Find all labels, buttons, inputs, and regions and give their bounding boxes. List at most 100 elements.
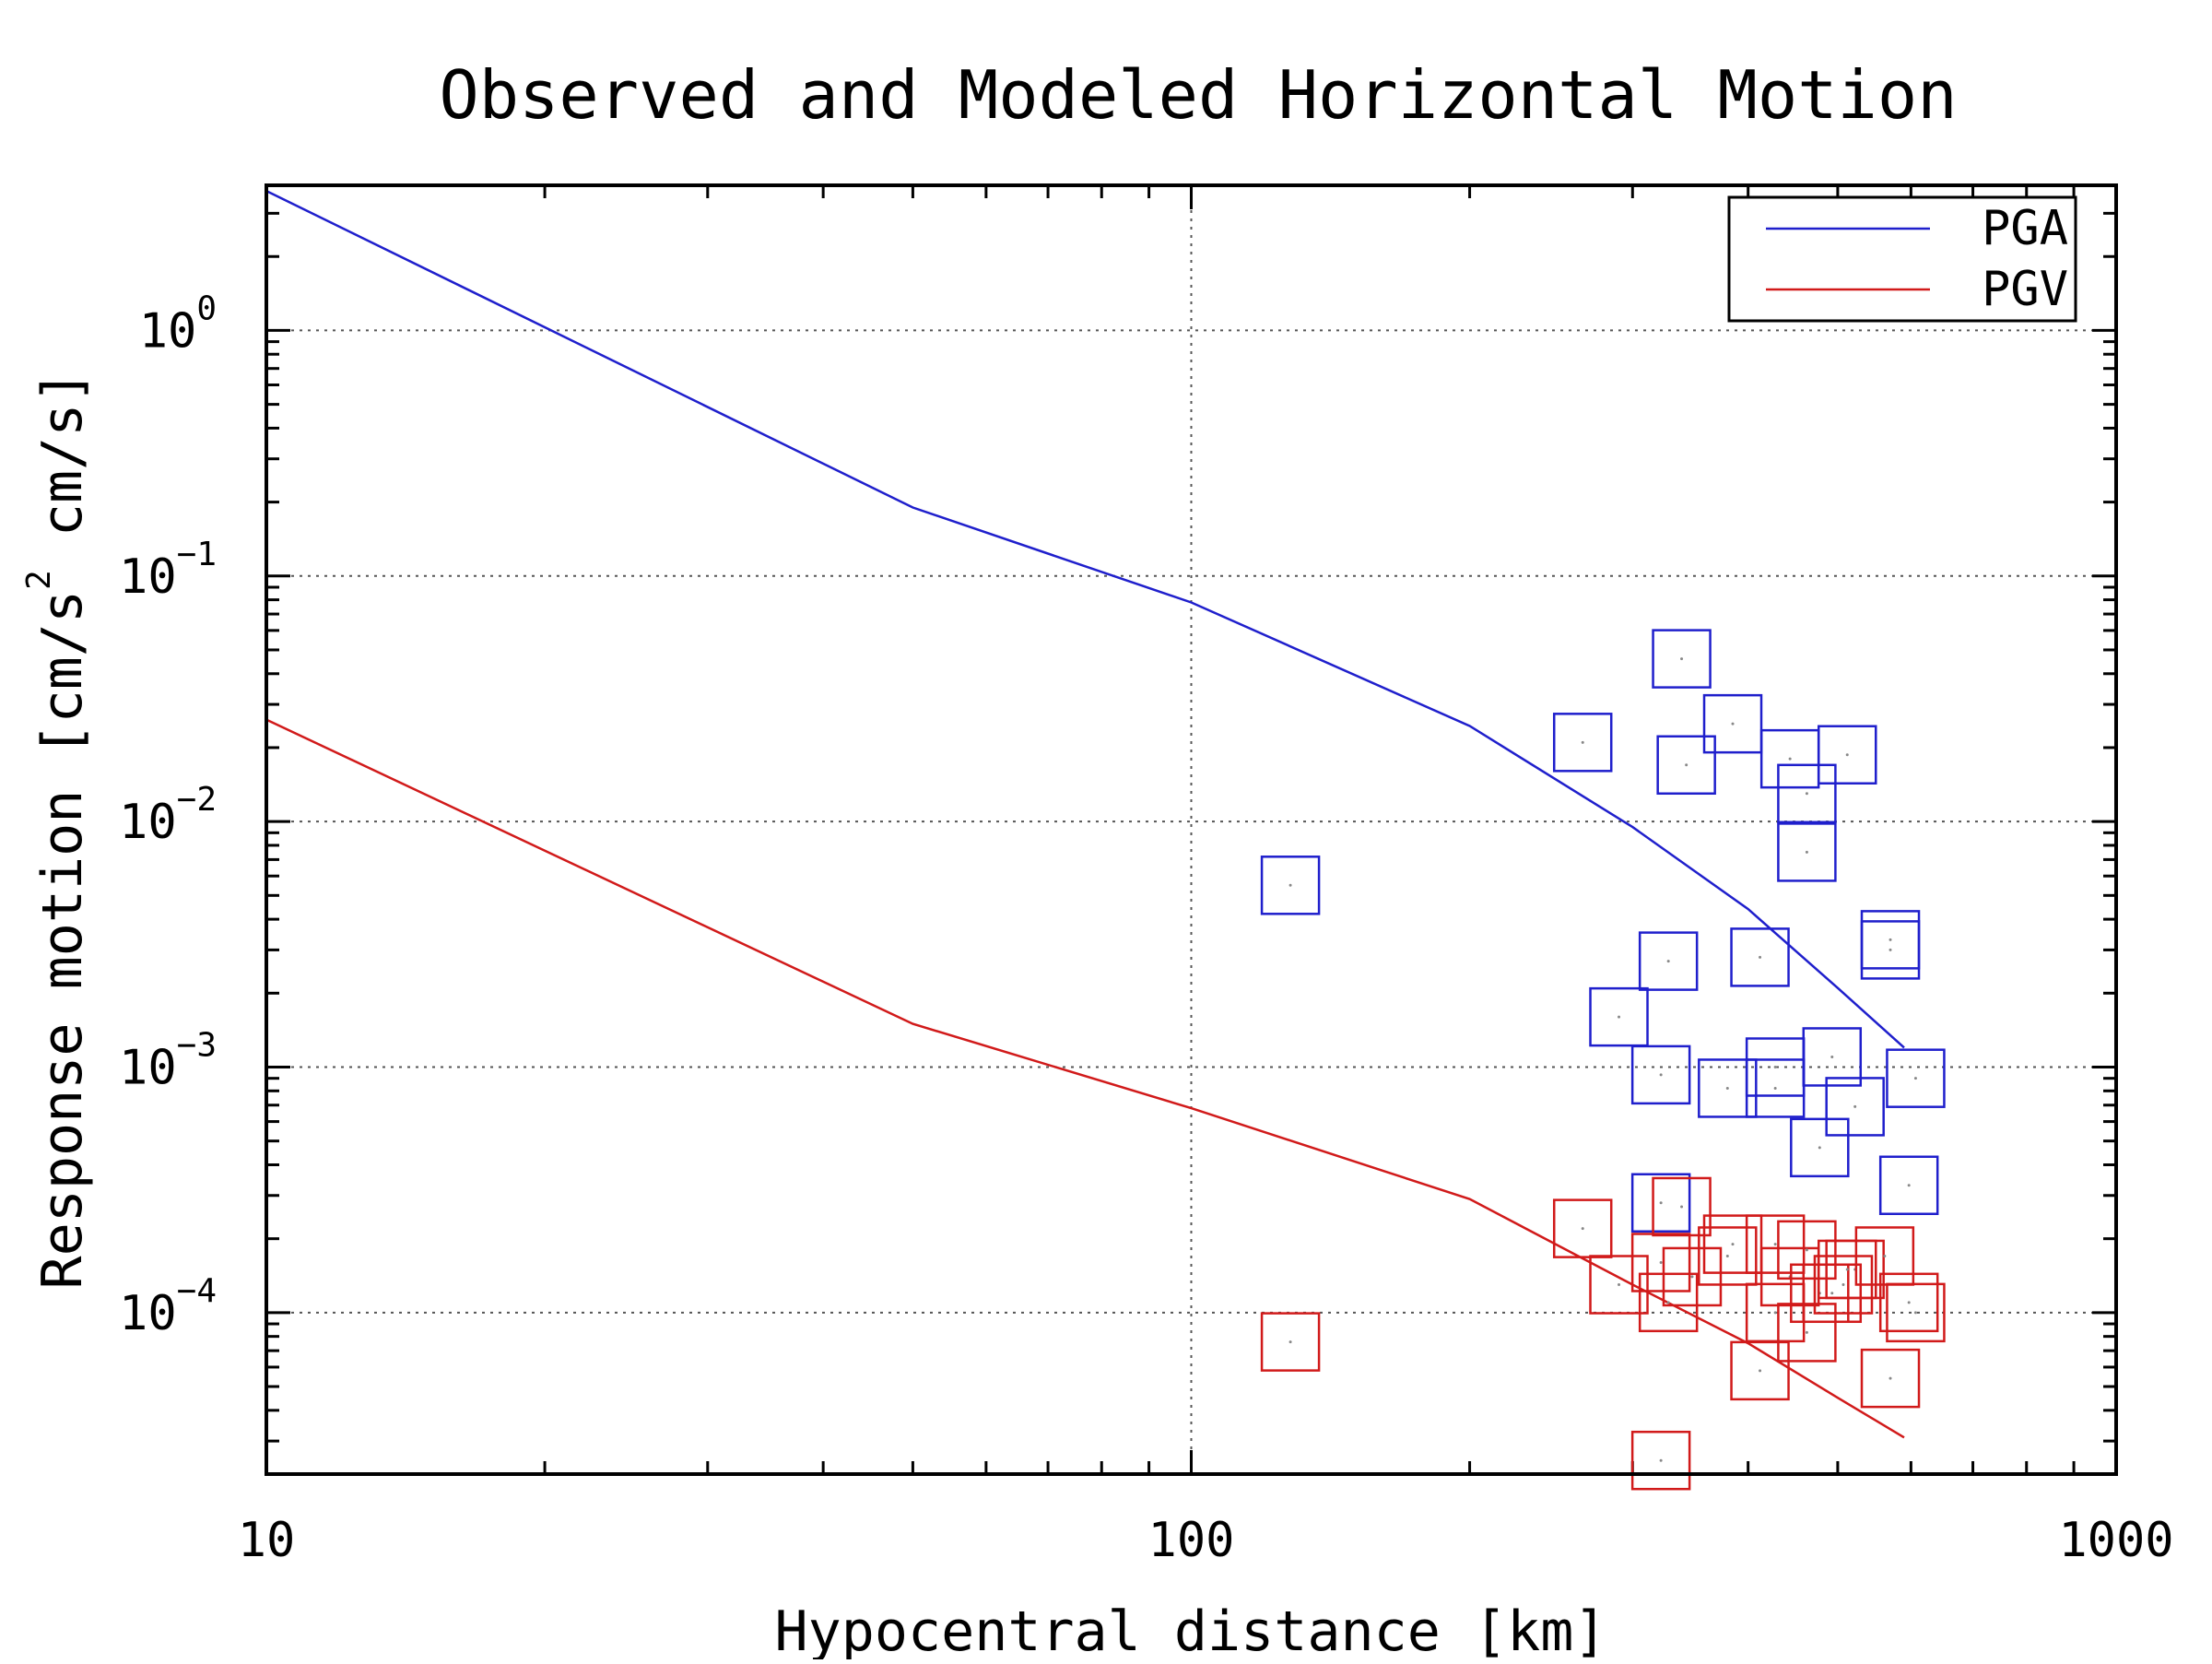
pgv-observed-center (1841, 1283, 1845, 1287)
y-tick-label: 10−3 (119, 1026, 217, 1095)
x-tick-label: 100 (1148, 1513, 1235, 1568)
y-tick-label: 10−2 (119, 781, 217, 850)
pgv-observed-center (1913, 1311, 1917, 1315)
pgv-observed-center (1581, 1227, 1584, 1231)
pgv-observed-point (1702, 1214, 1763, 1274)
pgv-observed-center (1830, 1292, 1834, 1295)
y-tick-base: 10 (119, 795, 177, 850)
axis-ticks (265, 185, 2116, 1474)
y-axis-label-sup: 2 (20, 570, 58, 590)
pgv-observed-center (1618, 1283, 1621, 1287)
pga-observed-point (1860, 910, 1921, 970)
pga-observed-center (1680, 657, 1684, 661)
pga-observed-point (1878, 1155, 1939, 1215)
y-tick-label: 100 (139, 289, 217, 359)
x-axis-label: Hypocentral distance [km] (774, 1599, 1606, 1659)
legend-box (1727, 195, 2077, 323)
grid-lines (266, 185, 2116, 1474)
pgv-observed-center (1725, 1254, 1729, 1257)
pgv-observed-point (1777, 1220, 1837, 1280)
pga-observed-center (1830, 1055, 1834, 1058)
plot-frame (265, 183, 2118, 1476)
y-tick-exponent: −2 (177, 781, 217, 819)
legend: PGA PGV (1727, 195, 2077, 323)
pgv-observed-point (1878, 1272, 1939, 1333)
pga-observed-center (1725, 1086, 1729, 1090)
pgv-observed-center (1805, 1330, 1808, 1334)
pgv-observed-point (1638, 1272, 1699, 1333)
pga-observed-center (1288, 883, 1292, 887)
pgv-observed-point (1630, 1233, 1691, 1292)
pgv-observed-point (1886, 1282, 1946, 1343)
pga-observed-center (1618, 1015, 1621, 1019)
y-tick-base: 10 (119, 1040, 177, 1095)
pga-observed-point (1702, 693, 1763, 754)
pgv-observed-center (1659, 1458, 1663, 1462)
pga-observed-center (1731, 722, 1735, 726)
pgv-observed-point (1854, 1226, 1915, 1286)
pga-observed-center (1581, 740, 1584, 744)
pgv-observed-point (1698, 1226, 1758, 1286)
pga-observed-center (1759, 955, 1762, 959)
pgv-observed-center (1883, 1254, 1887, 1257)
pgv-observed-point (1630, 1430, 1691, 1491)
pgv-observed-point (1552, 1198, 1613, 1258)
pga-model-line (265, 189, 1905, 1049)
pgv-observed-center (1773, 1243, 1777, 1246)
pgv-observed-point (1589, 1255, 1649, 1315)
y-tick-label: 10−1 (119, 536, 217, 605)
legend-label-pga: PGA (1982, 201, 2068, 256)
pga-observed-center (1853, 1104, 1857, 1108)
pgv-observed-center (1690, 1275, 1694, 1279)
pgv-observed-center (1659, 1260, 1663, 1264)
pgv-model-line (265, 718, 1905, 1439)
pgv-observed-center (1845, 1268, 1849, 1271)
pgv-observed-point (1802, 1263, 1863, 1324)
pga-observed-point (1656, 735, 1716, 796)
y-tick-exponent: −4 (177, 1272, 217, 1310)
y-tick-exponent: 0 (196, 289, 217, 327)
pga-observed-center (1888, 938, 1892, 941)
pga-observed-point (1777, 822, 1837, 882)
pga-observed-point (1630, 1044, 1691, 1105)
pga-observed-center (1659, 1201, 1663, 1205)
pgv-observed-center (1907, 1301, 1911, 1304)
y-tick-base: 10 (119, 549, 177, 605)
pga-observed-point (1825, 1077, 1885, 1137)
y-tick-label: 10−4 (119, 1272, 217, 1341)
pga-observed-center (1845, 753, 1849, 757)
pgv-observed-point (1860, 1348, 1921, 1409)
data-series (265, 189, 1946, 1491)
pga-observed-point (1818, 725, 1877, 785)
pgv-observed-point (1777, 1303, 1837, 1363)
pga-observed-point (1790, 1117, 1850, 1178)
pga-observed-point (1886, 1048, 1946, 1108)
x-tick-label: 10 (238, 1513, 296, 1568)
pgv-observed-center (1288, 1340, 1292, 1344)
pga-observed-center (1907, 1184, 1911, 1187)
pga-observed-center (1659, 1073, 1663, 1077)
y-tick-exponent: −1 (177, 536, 217, 573)
pgv-observed-point (1260, 1312, 1321, 1372)
pga-observed-center (1818, 1146, 1821, 1150)
x-tick-label: 1000 (2058, 1513, 2173, 1568)
pgv-observed-point (1745, 1214, 1806, 1274)
pga-observed-point (1589, 986, 1649, 1047)
pgv-observed-center (1759, 1369, 1762, 1373)
pga-observed-point (1630, 1173, 1691, 1233)
pgv-observed-center (1731, 1243, 1735, 1246)
pga-observed-center (1773, 1065, 1777, 1068)
y-tick-base: 10 (139, 303, 197, 359)
pga-observed-center (1685, 763, 1688, 767)
pgv-observed-center (1680, 1205, 1684, 1209)
pgv-observed-center (1805, 1248, 1808, 1252)
pgv-observed-point (1662, 1246, 1723, 1307)
pga-observed-point (1730, 927, 1790, 987)
pgv-observed-center (1666, 1301, 1670, 1304)
pga-observed-center (1913, 1077, 1917, 1080)
pga-observed-center (1666, 960, 1670, 963)
pgv-observed-point (1652, 1176, 1712, 1237)
